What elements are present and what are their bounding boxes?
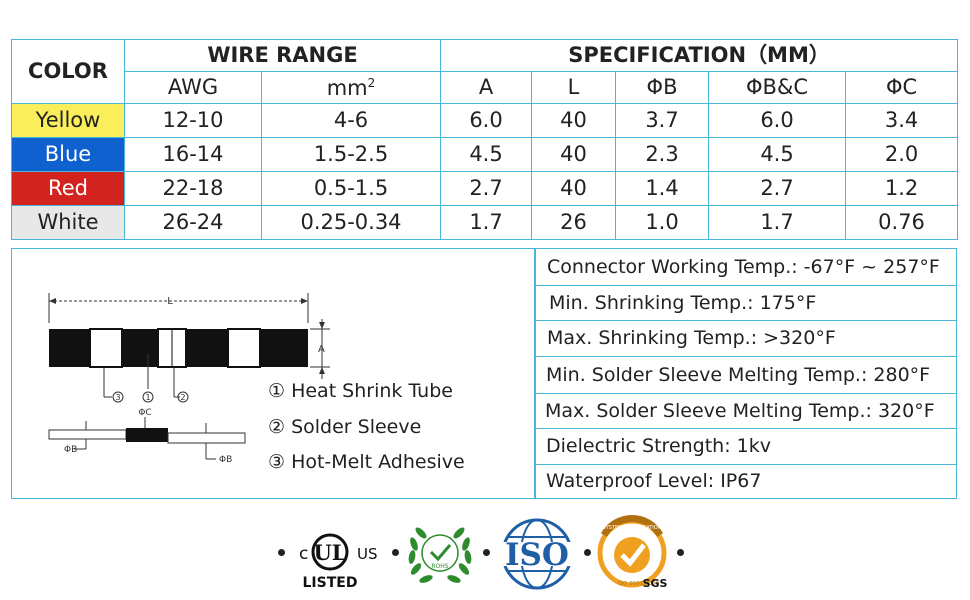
table-row: Blue 16-14 1.5-2.5 4.5 40 2.3 4.5 2.0	[11, 137, 959, 172]
label-l: L	[167, 296, 173, 307]
panel-divider	[534, 249, 536, 498]
table-row: White 26-24 0.25-0.34 1.7 26 1.0 1.7 0.7…	[11, 205, 959, 240]
label-a: A	[318, 344, 325, 355]
properties-list: Connector Working Temp.: -67°F ~ 257°F M…	[536, 249, 956, 498]
num-2: 2	[180, 393, 185, 402]
details-panel: L A 3 1 2 ΦC	[11, 248, 957, 499]
phi-c-cell: 2.0	[845, 137, 959, 172]
connector-diagram: L A 3 1 2 ΦC	[12, 249, 534, 498]
l-cell: 40	[531, 171, 617, 206]
header-mm2: mm2	[260, 71, 442, 104]
l-cell: 40	[531, 137, 617, 172]
num-1: 1	[145, 393, 150, 402]
svg-text:US: US	[357, 545, 378, 563]
property-max-shrinking-temp: Max. Shrinking Temp.: >320°F	[536, 320, 956, 357]
connector-drawing: L A 3 1 2 ΦC	[48, 293, 330, 465]
phi-b-cell: 2.3	[615, 137, 710, 172]
mm2-cell: 0.25-0.34	[260, 205, 442, 240]
a-cell: 2.7	[440, 171, 533, 206]
num-3: 3	[115, 393, 120, 402]
mm2-cell: 1.5-2.5	[260, 137, 442, 172]
phi-c-cell: 1.2	[845, 171, 959, 206]
awg-cell: 12-10	[124, 103, 262, 138]
spec-table: COLOR WIRE RANGE SPECIFICATION（MM） AWG m…	[11, 39, 959, 240]
property-working-temp: Connector Working Temp.: -67°F ~ 257°F	[536, 249, 956, 286]
property-min-solder-melting: Min. Solder Sleeve Melting Temp.: 280°F	[536, 356, 956, 394]
l-cell: 26	[531, 205, 617, 240]
header-phi-c: ΦC	[845, 71, 959, 104]
label-phi-b-left: ΦB	[64, 445, 77, 455]
l-cell: 40	[531, 103, 617, 138]
header-phi-bc: ΦB&C	[708, 71, 847, 104]
table-row: Yellow 12-10 4-6 6.0 40 3.7 6.0 3.4	[11, 103, 959, 138]
color-cell-white: White	[11, 205, 125, 240]
mm2-cell: 4-6	[260, 103, 442, 138]
mm2-cell: 0.5-1.5	[260, 171, 442, 206]
svg-text:ROHS: ROHS	[431, 563, 448, 570]
svg-text:c: c	[299, 544, 308, 564]
certification-badges: c UL US LISTED ROHS ISO	[0, 515, 970, 595]
svg-text:ISO: ISO	[505, 537, 569, 573]
a-cell: 1.7	[440, 205, 533, 240]
property-max-solder-melting: Max. Solder Sleeve Melting Temp.: 320°F	[536, 393, 956, 429]
iso-logo: ISO	[496, 518, 578, 590]
header-l: L	[531, 71, 617, 104]
property-waterproof-level: Waterproof Level: IP67	[546, 470, 762, 492]
phi-bc-cell: 6.0	[708, 103, 847, 138]
separator-dot	[677, 549, 684, 556]
table-row: Red 22-18 0.5-1.5 2.7 40 1.4 2.7 1.2	[11, 171, 959, 206]
header-wire-range: WIRE RANGE	[123, 39, 442, 72]
svg-text:SGS: SGS	[643, 577, 668, 590]
awg-cell: 16-14	[124, 137, 262, 172]
header-color: COLOR	[11, 39, 125, 104]
phi-bc-cell: 2.7	[708, 171, 847, 206]
phi-bc-cell: 4.5	[708, 137, 847, 172]
phi-bc-cell: 1.7	[708, 205, 847, 240]
color-cell-blue: Blue	[11, 137, 125, 172]
legend-heat-shrink-tube: ① Heat Shrink Tube	[268, 380, 453, 402]
property-dielectric-strength: Dielectric Strength: 1kv	[536, 428, 956, 465]
svg-text:LISTED: LISTED	[303, 575, 358, 591]
phi-b-cell: 3.7	[615, 103, 710, 138]
phi-b-cell: 1.0	[615, 205, 710, 240]
svg-text:ISO 9001:2000: ISO 9001:2000	[618, 581, 660, 587]
separator-dot	[483, 549, 490, 556]
header-phi-b: ΦB	[615, 71, 710, 104]
phi-c-cell: 0.76	[845, 205, 959, 240]
color-cell-yellow: Yellow	[11, 103, 125, 138]
label-phi-b-right: ΦB	[219, 455, 232, 465]
rohs-logo: ROHS	[408, 527, 472, 583]
a-cell: 4.5	[440, 137, 533, 172]
legend-hot-melt-adhesive: ③ Hot-Melt Adhesive	[268, 451, 465, 473]
a-cell: 6.0	[440, 103, 533, 138]
property-min-shrinking-temp: Min. Shrinking Temp.: 175°F	[536, 285, 956, 321]
separator-dot	[584, 549, 591, 556]
phi-c-cell: 3.4	[845, 103, 959, 138]
legend-solder-sleeve: ② Solder Sleeve	[268, 416, 422, 438]
sgs-logo: SYSTEM CERTIFICATION ISO 9001:2000 SGS	[597, 515, 668, 590]
header-a: A	[440, 71, 533, 104]
label-phi-c: ΦC	[138, 408, 151, 418]
separator-dot	[392, 549, 399, 556]
svg-text:UL: UL	[313, 540, 346, 565]
awg-cell: 22-18	[124, 171, 262, 206]
header-specification: SPECIFICATION（MM）	[440, 39, 959, 72]
header-awg: AWG	[124, 71, 262, 104]
color-cell-red: Red	[11, 171, 125, 206]
svg-text:SYSTEM CERTIFICATION: SYSTEM CERTIFICATION	[603, 525, 662, 531]
separator-dot	[278, 549, 285, 556]
ul-listed-logo: c UL US LISTED	[299, 533, 378, 591]
awg-cell: 26-24	[124, 205, 262, 240]
phi-b-cell: 1.4	[615, 171, 710, 206]
